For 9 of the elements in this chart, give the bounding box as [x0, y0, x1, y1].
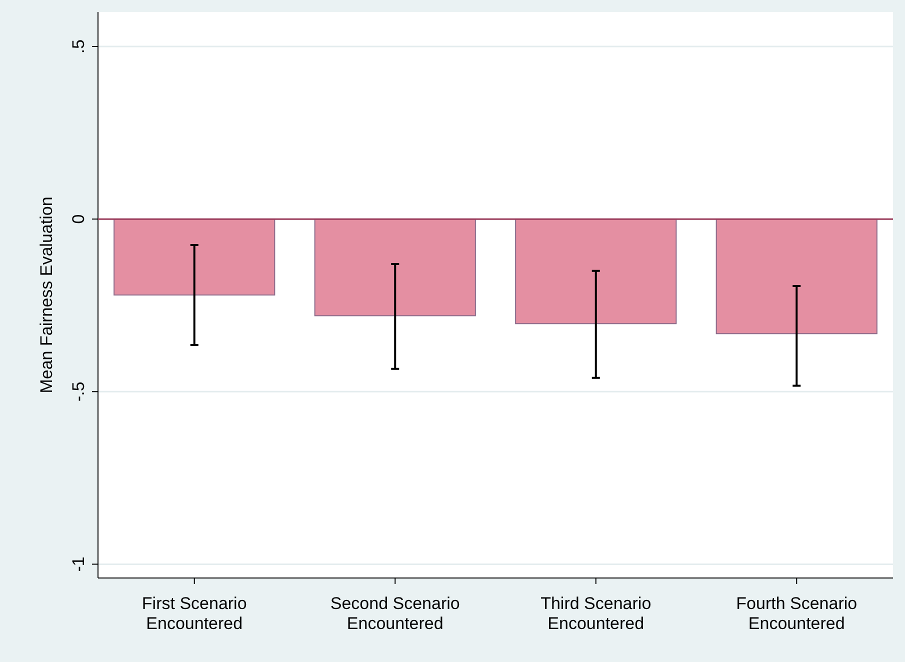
y-axis-title: Mean Fairness Evaluation	[37, 196, 56, 394]
x-tick-label: Second Scenario Encountered	[330, 594, 460, 633]
x-tick-label: Third Scenario Encountered	[540, 594, 652, 633]
y-tick-label: 0	[69, 214, 88, 224]
x-tick-label: First Scenario Encountered	[142, 594, 247, 633]
y-tick-label: .5	[69, 39, 88, 54]
x-tick-label: Fourth Scenario Encountered	[736, 594, 858, 633]
y-tick-label: -1	[69, 556, 88, 572]
y-tick-label: -.5	[69, 382, 88, 402]
